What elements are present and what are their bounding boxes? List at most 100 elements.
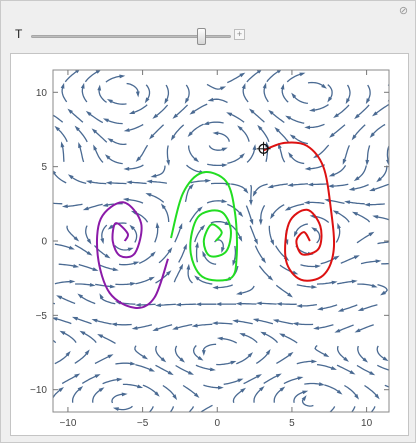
stream-arrow: [93, 144, 98, 151]
stream-line: [53, 302, 56, 305]
stream-arrow: [386, 159, 389, 166]
slider-thumb[interactable]: [197, 28, 206, 45]
stream-line: [171, 124, 185, 139]
stream-arrow: [293, 231, 298, 238]
stream-line: [290, 183, 308, 186]
stream-line: [175, 364, 192, 375]
stream-arrow: [267, 275, 274, 281]
stream-arrow: [318, 382, 325, 386]
stream-line: [316, 281, 335, 285]
stream-line: [108, 182, 127, 185]
stream-line: [203, 384, 221, 389]
stream-line: [278, 145, 286, 163]
stream-arrow: [267, 184, 274, 189]
stream-line: [270, 183, 288, 188]
stream-arrow: [337, 222, 341, 229]
stream-line: [126, 123, 144, 132]
stream-arrow: [302, 390, 309, 395]
stream-line: [115, 282, 133, 286]
stream-arrow: [239, 72, 246, 78]
stream-line: [378, 165, 388, 181]
slider-track[interactable]: [31, 35, 231, 38]
stream-arrow: [369, 370, 376, 376]
stream-arrow: [221, 199, 228, 203]
stream-line: [331, 165, 347, 176]
stream-arrow: [193, 392, 200, 398]
stream-arrow: [194, 275, 200, 281]
stream-line: [94, 319, 112, 325]
y-tick-label: 0: [41, 237, 47, 248]
stream-arrow: [291, 92, 297, 99]
stream-line: [316, 324, 334, 330]
t-slider[interactable]: [31, 28, 231, 45]
stream-line: [316, 363, 335, 370]
stream-arrow: [296, 304, 303, 308]
stream-line: [343, 145, 350, 163]
stream-arrow: [297, 376, 304, 381]
stream-arrow: [102, 118, 109, 123]
stream-line: [208, 145, 225, 151]
stream-arrow: [235, 301, 242, 306]
stream-line: [246, 70, 261, 83]
start-marker[interactable]: [256, 141, 271, 156]
stream-line: [126, 82, 139, 95]
stream-arrow: [80, 82, 85, 89]
stream-arrow: [128, 110, 135, 115]
stream-arrow: [82, 206, 89, 211]
stream-arrow: [276, 70, 282, 74]
stream-arrow: [100, 238, 105, 245]
stream-line: [74, 317, 92, 325]
stream-arrow: [122, 197, 129, 202]
stream-arrow: [85, 110, 92, 116]
stream-arrow: [362, 357, 369, 363]
stream-arrow: [98, 387, 105, 393]
x-tick: 10: [361, 70, 373, 429]
stream-arrow: [89, 282, 96, 287]
stream-arrow: [272, 319, 279, 323]
stream-line: [158, 249, 172, 264]
stream-arrow: [167, 247, 173, 254]
x-tick-label: −5: [137, 418, 149, 429]
stream-line: [250, 184, 252, 203]
stream-arrow: [74, 373, 81, 378]
stream-arrow: [255, 374, 262, 379]
stream-line: [377, 283, 388, 295]
stream-arrow: [239, 153, 245, 159]
stream-line: [366, 84, 371, 102]
stream-arrow: [167, 370, 174, 376]
stream-arrow: [60, 82, 65, 89]
stream-line: [331, 124, 346, 137]
stream-line: [299, 303, 318, 307]
stream-line: [351, 184, 369, 191]
close-icon[interactable]: ⊘: [398, 5, 409, 17]
stream-line: [106, 155, 123, 165]
stream-line: [347, 201, 365, 205]
stream-line: [304, 382, 322, 386]
stream-arrow: [333, 113, 339, 119]
stream-arrow: [79, 330, 86, 336]
stream-arrow: [336, 389, 343, 395]
stream-line: [196, 276, 213, 285]
x-tick: 0: [214, 70, 220, 429]
stream-line: [386, 144, 389, 163]
stream-line: [246, 147, 256, 163]
stream-line: [314, 345, 327, 357]
stream-arrow: [219, 86, 227, 91]
stream-arrow: [333, 255, 340, 261]
stream-line: [94, 355, 111, 365]
stream-line: [53, 114, 64, 123]
stream-arrow: [348, 187, 355, 191]
stream-arrow: [212, 131, 219, 136]
stream-arrow: [247, 352, 253, 358]
plus-icon[interactable]: +: [234, 29, 245, 40]
stream-arrow: [97, 84, 102, 91]
stream-line: [330, 183, 349, 187]
stream-arrow: [126, 180, 132, 185]
stream-line: [109, 99, 127, 105]
stream-line: [266, 70, 281, 83]
stream-line: [84, 70, 100, 83]
stream-arrow: [166, 159, 171, 166]
stream-line: [192, 345, 202, 360]
stream-arrow: [195, 302, 202, 307]
stream-line: [210, 220, 228, 225]
